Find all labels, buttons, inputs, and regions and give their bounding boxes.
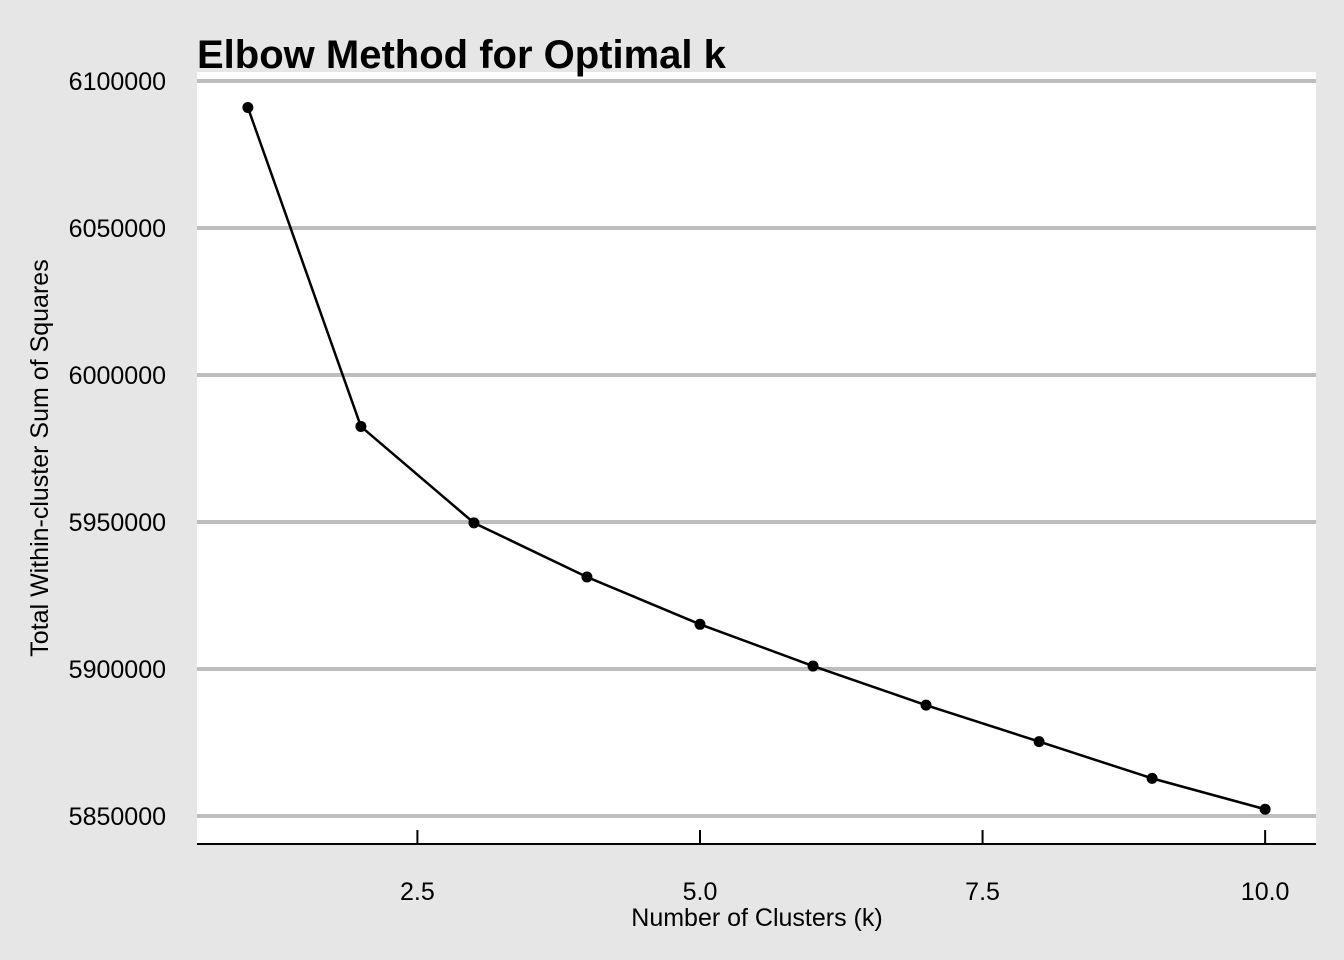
data-point xyxy=(920,699,932,711)
chart-title: Elbow Method for Optimal k xyxy=(197,33,727,77)
plot-panel xyxy=(197,72,1316,844)
y-tick-label: 6000000 xyxy=(69,362,166,390)
x-axis-label: Number of Clusters (k) xyxy=(631,904,882,932)
x-tick-label: 2.5 xyxy=(400,878,435,906)
data-point xyxy=(1259,803,1271,815)
data-point xyxy=(468,517,480,529)
data-point xyxy=(242,101,254,113)
x-ticks: 2.5 5.0 7.5 10.0 xyxy=(400,830,1289,906)
x-tick-label: 10.0 xyxy=(1241,878,1290,906)
y-axis-label: Total Within-cluster Sum of Squares xyxy=(26,259,54,656)
y-gridlines xyxy=(197,79,1316,818)
data-points xyxy=(242,101,1271,815)
data-point xyxy=(355,420,367,432)
data-point xyxy=(581,571,593,583)
series-line xyxy=(246,107,1266,811)
y-tick-label: 5950000 xyxy=(69,509,166,537)
y-tick-label: 5850000 xyxy=(69,803,166,831)
data-point xyxy=(1033,736,1045,748)
y-tick-label: 6100000 xyxy=(69,68,166,96)
data-point xyxy=(807,660,819,672)
data-point xyxy=(1146,772,1158,784)
series-line-group xyxy=(246,107,1266,811)
y-tick-labels: 5850000 5900000 5950000 6000000 6050000 61000… xyxy=(69,68,166,831)
y-tick-label: 6050000 xyxy=(69,215,166,243)
y-tick-label: 5900000 xyxy=(69,656,166,684)
x-tick-label: 5.0 xyxy=(683,878,718,906)
x-tick-label: 7.5 xyxy=(965,878,1000,906)
data-point xyxy=(694,618,706,630)
